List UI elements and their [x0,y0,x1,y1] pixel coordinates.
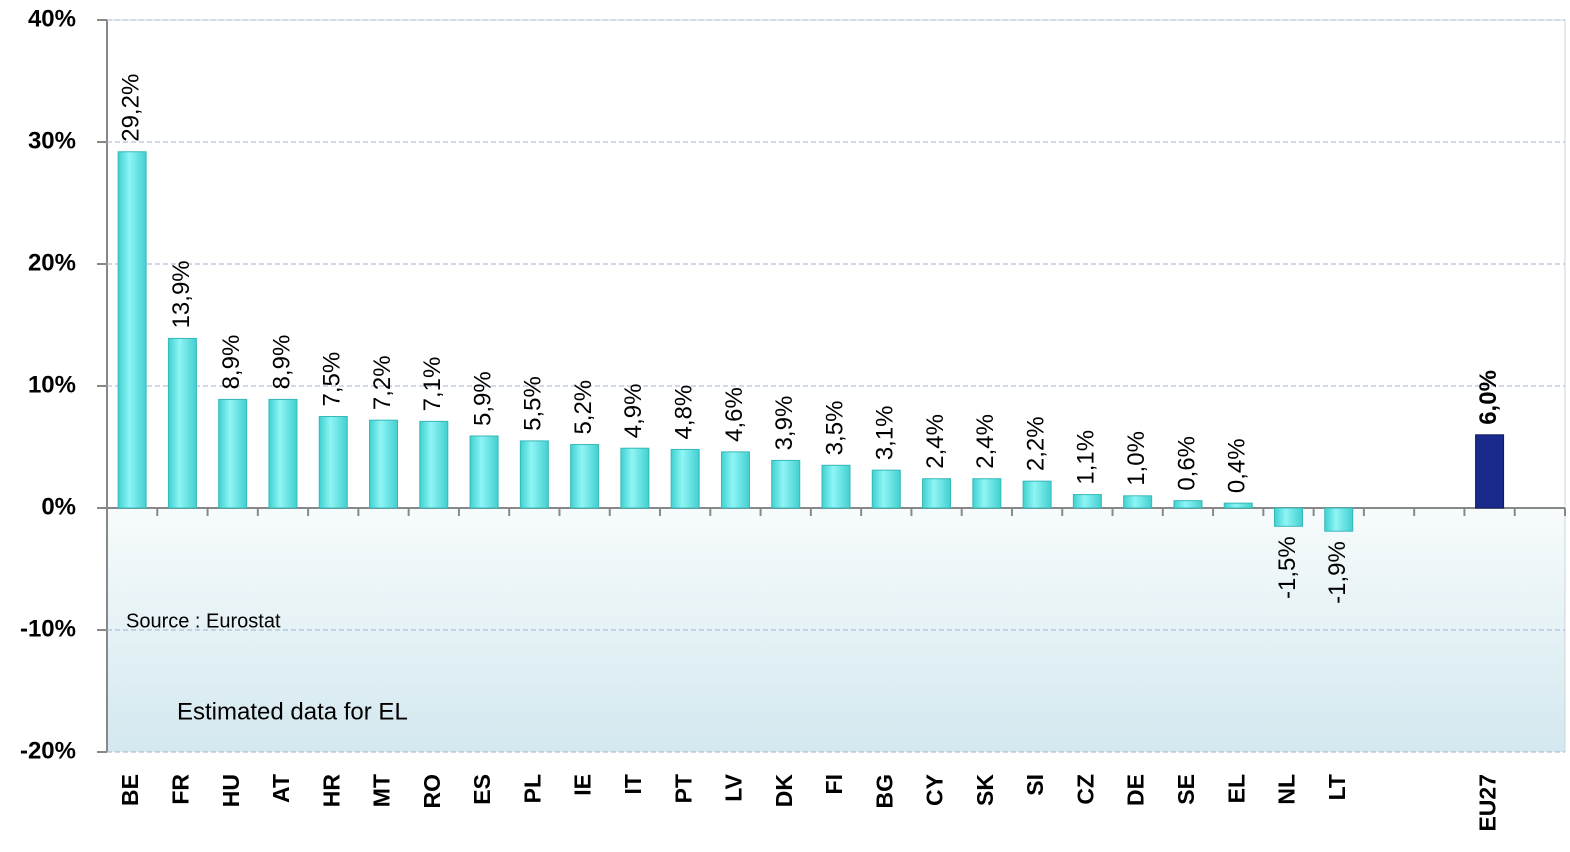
value-label: 5,5% [520,376,547,431]
value-label: 29,2% [117,74,144,142]
x-tick-label: MT [369,774,395,807]
bar [218,398,248,509]
value-label: 1,1% [1073,430,1100,485]
value-label: 8,9% [218,335,245,390]
bar [922,478,952,509]
value-label: 4,6% [721,387,748,442]
value-label: 1,0% [1123,431,1150,486]
y-tick-label: -10% [20,615,76,642]
x-tick-label: IT [620,774,646,794]
value-label: 6,0% [1475,370,1502,425]
value-label: 7,2% [369,355,396,410]
bar [1324,507,1354,532]
x-tick-label: LV [721,773,747,801]
value-label: 2,2% [1022,416,1049,471]
x-tick-label: NL [1274,774,1300,805]
bar [1223,502,1253,509]
value-label: 2,4% [972,414,999,469]
x-tick-label: BE [117,774,143,806]
bar [167,337,197,509]
y-tick-label: 20% [28,249,76,276]
bar [1123,495,1153,509]
x-tick-label: EL [1223,774,1249,803]
x-tick-label: RO [419,774,445,809]
bar [1475,434,1505,509]
x-tick-label: HU [218,774,244,807]
value-label: 7,5% [319,352,346,407]
bar [620,447,650,509]
value-label: 0,6% [1173,436,1200,491]
y-tick-label: -20% [20,737,76,764]
value-label: 3,5% [821,401,848,456]
value-label: 13,9% [168,260,195,328]
bar [570,444,600,509]
bar [720,451,750,509]
value-label: 7,1% [419,357,446,412]
bar [1273,507,1303,527]
x-tick-label: SE [1173,774,1199,805]
bar [670,448,700,509]
x-tick-label: SI [1022,774,1048,796]
x-tick-label: FR [167,774,193,805]
x-tick-label: FI [821,774,847,794]
x-tick-label: IE [570,774,596,796]
value-label: -1,5% [1274,536,1301,599]
bar [268,398,298,509]
value-label: -1,9% [1324,541,1351,604]
value-label: 3,9% [771,396,798,451]
x-tick-label: BG [871,774,897,809]
bar [1072,494,1102,509]
bar [519,440,549,509]
bar [771,459,801,509]
x-tick-label: LT [1324,774,1350,800]
bar [369,419,399,509]
bar [419,420,449,509]
x-tick-label: AT [268,774,294,803]
bar [117,151,147,509]
value-label: 0,4% [1224,438,1251,493]
bar [871,469,901,509]
x-tick-label: SK [972,774,998,806]
x-tick-label: DE [1123,774,1149,806]
bar [469,435,499,509]
value-label: 2,4% [922,414,949,469]
bar [972,478,1002,509]
value-label: 5,9% [469,371,496,426]
value-label: 4,8% [671,385,698,440]
x-tick-label: HR [318,774,344,808]
source-note: Source : Eurostat [126,610,281,632]
x-tick-label: EU27 [1475,774,1501,832]
x-tick-label: ES [469,774,495,805]
x-tick-label: DK [771,774,797,808]
bar [1022,480,1052,509]
bar [821,464,851,509]
y-tick-label: 10% [28,371,76,398]
bar [318,416,348,509]
x-tick-label: CZ [1072,774,1098,805]
x-tick-label: PT [670,774,696,803]
y-tick-label: 40% [28,5,76,32]
bar [1173,500,1203,509]
value-label: 3,1% [872,405,899,460]
x-tick-label: CY [922,774,948,806]
y-tick-label: 0% [41,493,76,520]
value-label: 8,9% [268,335,295,390]
x-tick-label: PL [519,774,545,803]
value-label: 4,9% [620,384,647,439]
y-tick-label: 30% [28,127,76,154]
estimate-note: Estimated data for EL [177,698,408,725]
value-label: 5,2% [570,380,597,435]
